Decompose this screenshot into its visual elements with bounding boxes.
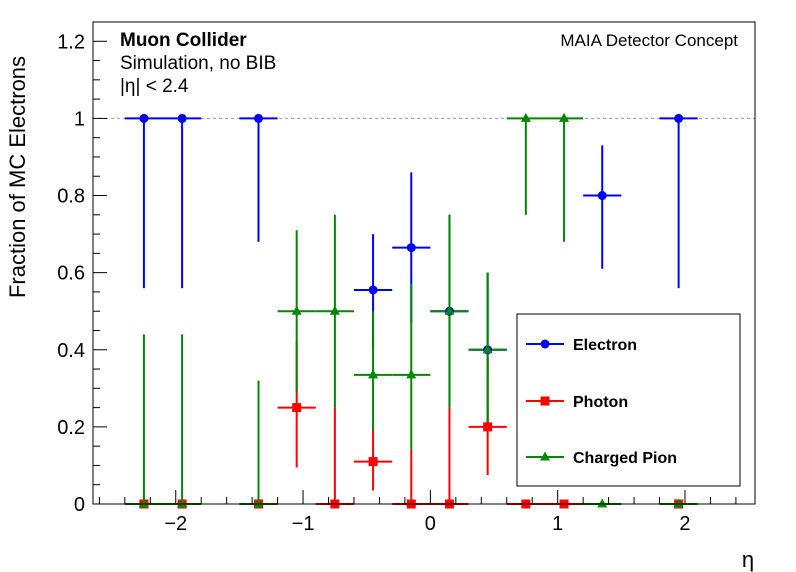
x-tick-label: 2	[679, 513, 690, 535]
eta-cut-label: |η| < 2.4	[120, 76, 189, 97]
plot-frame	[92, 21, 756, 505]
electron-point	[254, 113, 263, 123]
y-tick-label: 0.6	[57, 263, 85, 285]
electron-point	[177, 113, 187, 123]
legend-marker-photon	[540, 396, 550, 406]
electron-point	[139, 113, 149, 123]
experiment-label: Muon Collider	[120, 30, 247, 51]
charged-pion-point	[444, 305, 455, 315]
tick-layer: −2 −1 0 1 2 0 0.2 0.4 0.6 0.8 1 1.2	[57, 21, 737, 535]
electron-point	[368, 285, 378, 295]
charged-pion-point	[291, 305, 302, 315]
charged-pion-point	[673, 498, 684, 508]
legend-label-charged-pion: Charged Pion	[573, 450, 677, 467]
y-tick-label: 0.2	[57, 417, 85, 439]
legend-label-photon: Photon	[573, 394, 628, 411]
y-tick-label: 1.2	[57, 31, 85, 53]
legend: Electron Photon Charged Pion	[516, 313, 741, 487]
charged-pion-point	[138, 498, 149, 508]
legend-marker-charged-pion	[540, 451, 550, 461]
x-tick-label: −2	[164, 513, 187, 535]
x-axis-title: η	[742, 547, 754, 572]
y-axis-title: Fraction of MC Electrons	[5, 56, 30, 298]
charged-pion-point	[406, 369, 417, 379]
y-tick-label: 0.4	[57, 340, 85, 362]
simulation-label: Simulation, no BIB	[120, 53, 276, 74]
charged-pion-point	[329, 305, 340, 315]
electron-point	[674, 113, 684, 123]
legend-entry-charged-pion: Charged Pion	[526, 450, 677, 467]
legend-entry-photon: Photon	[526, 394, 628, 411]
y-tick-label: 0.8	[57, 186, 85, 208]
photon-point	[292, 403, 302, 413]
x-tick-label: 0	[425, 513, 436, 535]
x-tick-label: −1	[292, 513, 315, 535]
legend-marker-electron	[540, 339, 550, 349]
electron-point	[406, 243, 416, 253]
legend-entry-electron: Electron	[526, 337, 637, 354]
x-tick-label: 1	[552, 513, 563, 535]
photon-point	[483, 422, 493, 432]
charged-pion-point	[597, 498, 608, 508]
charged-pion-point	[177, 498, 188, 508]
photon-point	[368, 457, 378, 467]
charged-pion-point	[253, 498, 264, 508]
charged-pion-point	[520, 112, 531, 122]
y-tick-label: 0	[74, 494, 85, 516]
legend-label-electron: Electron	[573, 337, 637, 354]
charged-pion-point	[482, 344, 493, 354]
electron-point	[597, 191, 607, 201]
detector-label: MAIA Detector Concept	[560, 31, 738, 50]
charged-pion-point	[368, 369, 379, 379]
charged-pion-point	[559, 112, 570, 122]
y-tick-label: 1	[74, 108, 85, 130]
